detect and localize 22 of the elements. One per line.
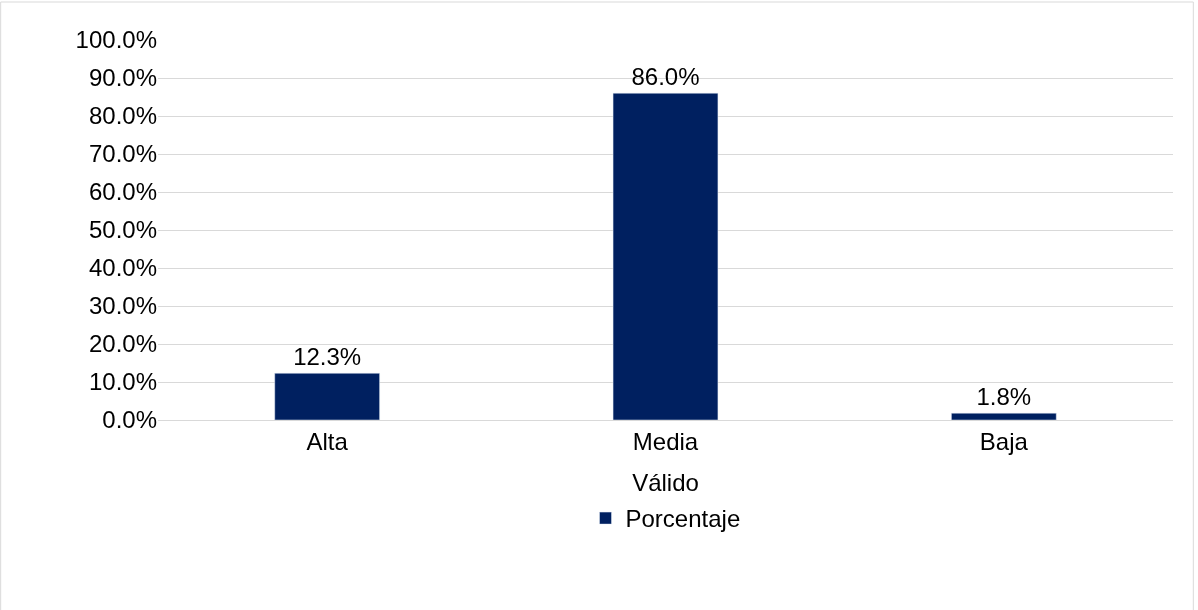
y-tick-label: 10.0% (88, 368, 157, 396)
bar (274, 373, 380, 420)
bar (612, 92, 719, 420)
y-tick-label: 70.0% (88, 140, 157, 168)
x-tick-label: Media (632, 427, 699, 455)
y-tick-label: 80.0% (88, 102, 157, 130)
legend-label: Porcentaje (625, 505, 741, 533)
y-tick-label: 30.0% (88, 292, 157, 320)
x-tick-label: Baja (979, 427, 1029, 455)
x-axis-title: Válido (632, 469, 699, 497)
data-label: 1.8% (976, 383, 1032, 411)
y-tick-label: 100.0% (75, 26, 157, 54)
data-label: 86.0% (631, 63, 700, 91)
y-tick-label: 40.0% (88, 254, 157, 282)
data-label: 12.3% (293, 343, 362, 371)
y-tick-label: 60.0% (88, 178, 157, 206)
y-tick-label: 90.0% (88, 64, 157, 92)
y-tick-label: 0.0% (102, 406, 157, 434)
bar (951, 412, 1057, 420)
x-tick-label: Alta (306, 427, 349, 455)
y-tick-label: 20.0% (88, 330, 157, 358)
y-tick-label: 50.0% (88, 216, 157, 244)
